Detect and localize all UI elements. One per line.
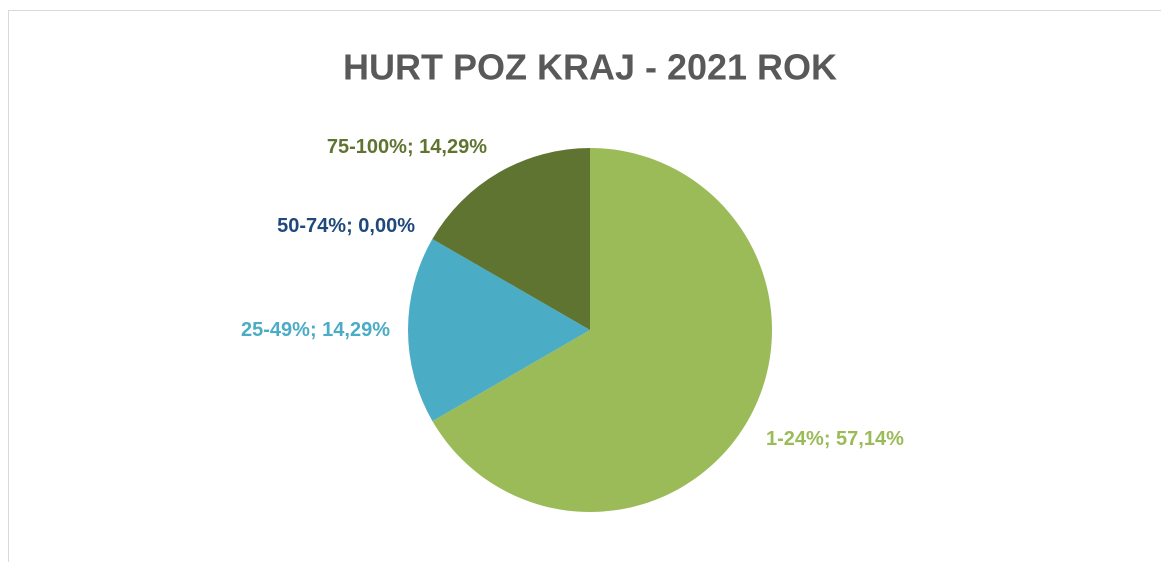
label-value: 14,29% <box>322 319 390 341</box>
pie-slice <box>432 148 773 512</box>
data-label: 1-24%; 57,14% <box>766 428 904 450</box>
label-separator: ; <box>346 215 358 237</box>
label-value: 57,14% <box>836 428 904 450</box>
label-category: 1-24% <box>766 428 824 450</box>
data-label: 75-100%; 14,29% <box>327 136 487 158</box>
label-separator: ; <box>310 319 322 341</box>
chart-border <box>8 10 1161 562</box>
label-category: 25-49% <box>241 319 310 341</box>
pie-slice <box>408 239 590 422</box>
label-separator: ; <box>824 428 836 450</box>
label-category: 75-100% <box>327 136 407 158</box>
data-label: 25-49%; 14,29% <box>241 319 390 341</box>
pie-slice <box>432 148 590 330</box>
label-separator: ; <box>407 136 419 158</box>
data-label: 50-74%; 0,00% <box>277 215 415 237</box>
label-value: 0,00% <box>358 215 415 237</box>
chart-title: HURT POZ KRAJ - 2021 ROK <box>343 47 837 88</box>
label-value: 14,29% <box>419 136 487 158</box>
label-category: 50-74% <box>277 215 346 237</box>
